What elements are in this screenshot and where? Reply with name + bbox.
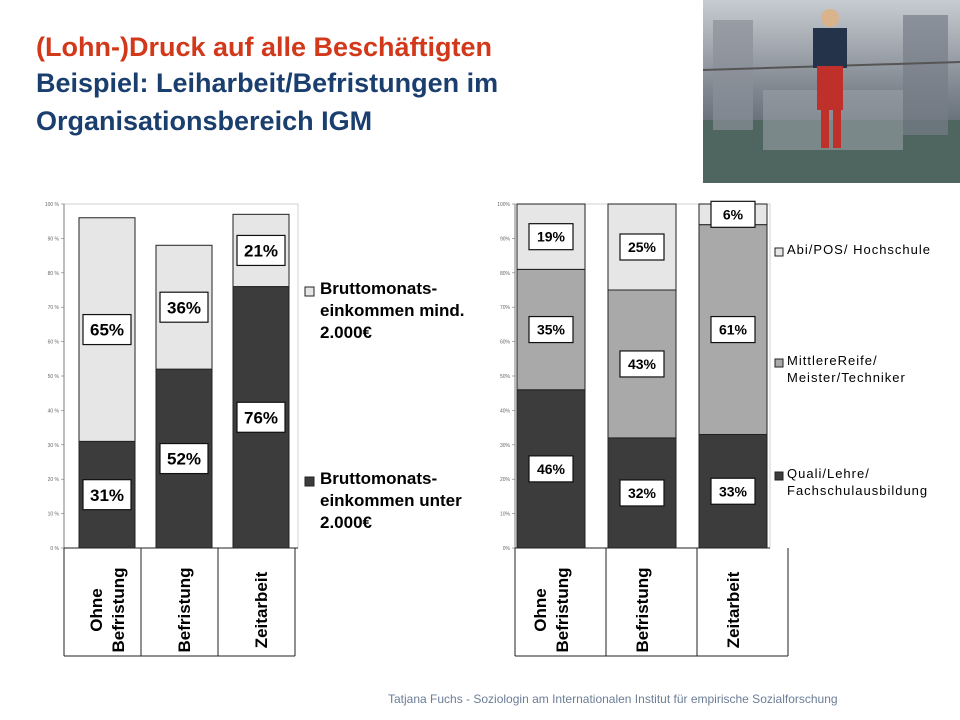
x-category-label: Zeitarbeit <box>252 571 271 648</box>
data-label-box <box>619 479 665 507</box>
data-label-box <box>236 401 286 433</box>
data-label: 35% <box>537 322 566 338</box>
income-chart: 0 % 10 % 20 % 30 % 40 % 50 % 60 % 70 % 80 % 90 % 1… <box>45 202 465 657</box>
y-tick-label: 40 % <box>48 408 60 414</box>
y-tick-label: 30 % <box>48 443 60 449</box>
data-label-box <box>528 455 574 483</box>
y-tick-label: 0 % <box>50 546 59 552</box>
data-label: 19% <box>537 229 566 245</box>
data-label: 65% <box>90 321 124 340</box>
y-tick-label: 0% <box>503 546 511 552</box>
legend-label: Bruttomonats- <box>320 279 437 298</box>
title-line-3: Organisationsbereich IGM <box>36 106 373 136</box>
legend-swatch <box>304 476 315 487</box>
worker-in-factory-photo <box>703 0 960 183</box>
data-label-box <box>619 350 665 378</box>
legend-label: 2.000€ <box>320 323 373 342</box>
data-label-box <box>82 313 132 346</box>
data-label: 31% <box>90 486 124 505</box>
y-tick-label: 40% <box>500 408 511 414</box>
data-label: 46% <box>537 461 566 477</box>
data-label: 76% <box>244 408 278 427</box>
y-tick-label: 90 % <box>48 236 60 242</box>
footer-credit: Tatjana Fuchs - Soziologin am Internatio… <box>388 692 838 706</box>
data-label: 43% <box>628 356 657 372</box>
data-label-box <box>710 315 756 344</box>
legend-label: Quali/Lehre/ <box>787 466 870 481</box>
y-tick-label: 100% <box>497 202 510 208</box>
legend-label: 2.000€ <box>320 513 373 532</box>
legend-swatch <box>774 247 784 257</box>
data-label: 52% <box>167 450 201 469</box>
x-category-label: Zeitarbeit <box>724 571 743 648</box>
y-tick-label: 20% <box>500 477 511 483</box>
legend-label: einkommen unter <box>320 491 462 510</box>
data-label: 25% <box>628 239 657 255</box>
x-category-label: Befristung <box>553 568 572 653</box>
x-category-label: Ohne <box>531 588 550 631</box>
data-label-box <box>710 200 756 228</box>
y-tick-label: 80% <box>500 271 511 277</box>
legend-label: Abi/POS/ Hochschule <box>787 242 931 257</box>
legend-swatch <box>304 286 315 297</box>
x-category-label: Befristung <box>175 568 194 653</box>
y-tick-label: 60 % <box>48 340 60 346</box>
data-label: 33% <box>719 483 748 499</box>
y-tick-label: 70% <box>500 305 511 311</box>
y-tick-label: 30% <box>500 443 511 449</box>
legend-label: Meister/Techniker <box>787 370 906 385</box>
x-category-label: Befristung <box>633 568 652 653</box>
y-tick-label: 100 % <box>45 202 60 208</box>
data-label-box <box>236 234 286 267</box>
y-tick-label: 60% <box>500 340 511 346</box>
legend-label: Fachschulausbildung <box>787 483 928 498</box>
y-tick-label: 70 % <box>48 305 60 311</box>
y-tick-label: 80 % <box>48 271 60 277</box>
data-label-box <box>528 223 574 251</box>
data-label: 61% <box>719 322 748 338</box>
x-category-label: Ohne <box>87 588 106 631</box>
title-line-2: Beispiel: Leiharbeit/Befristungen im <box>36 68 499 98</box>
legend-label: Bruttomonats- <box>320 469 437 488</box>
bar-segment <box>607 203 677 291</box>
data-label-box <box>159 442 209 475</box>
data-label-box <box>710 477 756 505</box>
data-label: 21% <box>244 242 278 261</box>
education-chart: 0% 10% 20% 30% 40% 50% 60% 70% 80% 90% 100% 46% 35% 1… <box>497 200 931 657</box>
y-tick-label: 50 % <box>48 374 60 380</box>
y-tick-label: 20 % <box>48 477 60 483</box>
data-label-box <box>159 291 209 323</box>
x-category-label: Befristung <box>109 568 128 653</box>
data-label: 36% <box>167 298 201 317</box>
y-tick-label: 90% <box>500 236 511 242</box>
data-label: 6% <box>723 206 744 222</box>
data-label: 32% <box>628 485 657 501</box>
legend-label: einkommen mind. <box>320 301 465 320</box>
legend-swatch <box>774 358 784 368</box>
slide-title: (Lohn-)Druck auf alle Beschäftigten Beis… <box>36 30 676 140</box>
title-line-1: (Lohn-)Druck auf alle Beschäftigten <box>36 32 493 62</box>
legend-label: MittlereReife/ <box>787 353 878 368</box>
data-label-box <box>528 315 574 344</box>
y-tick-label: 10 % <box>48 512 60 518</box>
data-label-box <box>619 233 665 261</box>
y-tick-label: 10% <box>500 512 511 518</box>
data-label-box <box>82 479 132 511</box>
legend-swatch <box>774 471 784 481</box>
y-tick-label: 50% <box>500 374 511 380</box>
